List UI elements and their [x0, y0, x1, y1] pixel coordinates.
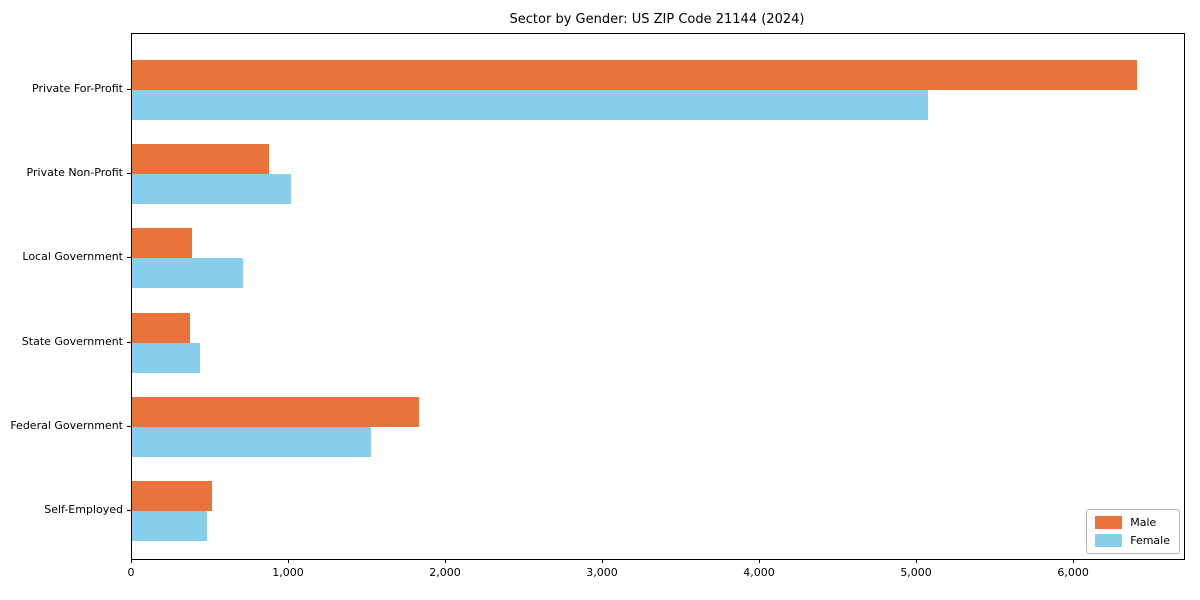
x-tick-label: 1,000 [272, 566, 304, 579]
x-tick-mark [602, 559, 604, 563]
chart-title: Sector by Gender: US ZIP Code 21144 (202… [509, 12, 805, 27]
x-tick-label: 2,000 [429, 566, 461, 579]
bar-male-1 [132, 60, 1137, 90]
bar-female-4 [132, 342, 200, 373]
legend-swatch-female [1095, 534, 1123, 547]
bar-female-6 [132, 511, 208, 541]
bar-male-2 [132, 144, 269, 175]
bar-female-5 [132, 426, 371, 457]
category-label: Private Non-Profit [26, 166, 123, 180]
bar-male-6 [132, 481, 213, 511]
x-tick-label: 3,000 [586, 566, 618, 579]
y-tick-mark [127, 173, 131, 175]
legend-item-male: Male [1095, 516, 1170, 529]
category-label: Private For-Profit [32, 82, 123, 95]
plot-area: Male Female [131, 33, 1185, 560]
x-tick-label: 4,000 [743, 566, 775, 579]
legend-swatch-male [1095, 516, 1123, 529]
y-tick-mark [127, 341, 131, 343]
y-tick-mark [127, 425, 131, 427]
bar-female-2 [132, 174, 291, 205]
x-tick-mark [288, 559, 289, 563]
x-tick-mark [916, 559, 918, 563]
y-tick-mark [127, 89, 131, 90]
bar-male-4 [132, 312, 191, 343]
legend-item-female: Female [1095, 534, 1170, 547]
bar-female-1 [132, 90, 929, 120]
x-tick-mark [1073, 559, 1075, 563]
x-tick-mark [131, 559, 132, 563]
legend: Male Female [1086, 509, 1180, 554]
category-label: Federal Government [10, 418, 123, 432]
category-label: Self-Employed [44, 503, 123, 516]
bar-female-3 [132, 258, 244, 289]
y-tick-mark [127, 257, 131, 259]
legend-label: Female [1130, 534, 1170, 547]
bar-male-3 [132, 228, 192, 259]
x-tick-mark [759, 559, 761, 563]
legend-label: Male [1130, 516, 1157, 529]
category-label: State Government [21, 334, 123, 348]
category-label: Local Government [22, 250, 123, 264]
bar-male-5 [132, 396, 420, 427]
x-tick-label: 5,000 [900, 566, 932, 579]
y-tick-mark [127, 510, 131, 511]
x-tick-mark [445, 559, 447, 563]
x-tick-label: 6,000 [1057, 566, 1089, 579]
x-tick-label: 0 [127, 566, 135, 579]
